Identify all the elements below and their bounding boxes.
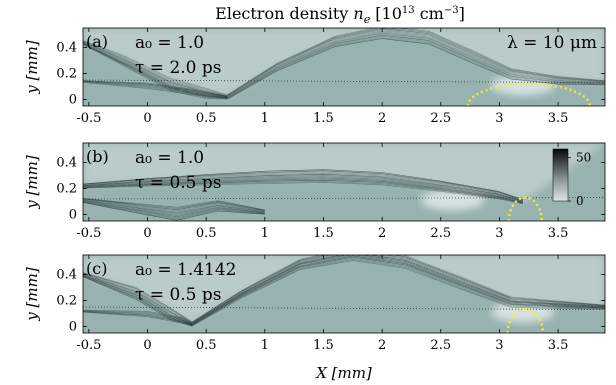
x-tick-label: 0.5 [196, 226, 217, 241]
y-tick-label: 0.2 [56, 67, 77, 82]
x-tick-label: 1 [261, 226, 269, 241]
x-tick-label: 2.5 [430, 226, 451, 241]
y-axis-label: y [mm] [23, 267, 41, 322]
parameter-annotation: a₀ = 1.0 [135, 148, 204, 168]
x-tick-label: 2 [378, 111, 386, 126]
colorbar-tick-label: 50 [576, 151, 591, 165]
x-tick-label: 3 [495, 111, 503, 126]
colorbar-tick-label: 0 [576, 194, 584, 208]
parameter-annotation: τ = 2.0 ps [135, 58, 222, 78]
x-tick-label: 3.5 [548, 111, 569, 126]
y-tick-label: 0.4 [56, 41, 77, 56]
x-tick-label: 0 [143, 338, 151, 353]
x-tick-label: 0 [143, 226, 151, 241]
x-tick-label: 1 [261, 111, 269, 126]
y-tick-label: 0.2 [56, 182, 77, 197]
x-tick-label: -0.5 [76, 226, 101, 241]
density-panel: -0.5 0 0.5 1 1.5 2 2.5 3 3.5 0 0.2 0.4 y [mm] (b) a₀ =… [23, 143, 605, 241]
x-tick-label: 2.5 [430, 111, 451, 126]
y-tick-label: 0 [69, 208, 77, 223]
x-tick-label: 1 [261, 338, 269, 353]
panel-tag: (a) [86, 32, 108, 51]
x-tick-label: 0 [143, 111, 151, 126]
x-tick-label: 2 [378, 338, 386, 353]
y-axis-label: y [mm] [23, 40, 41, 95]
y-tick-label: 0 [69, 320, 77, 335]
y-tick-label: 0.2 [56, 294, 77, 309]
x-tick-label: 2.5 [430, 338, 451, 353]
x-tick-label: 0.5 [196, 338, 217, 353]
x-tick-label: 2 [378, 226, 386, 241]
parameter-annotation: a₀ = 1.4142 [135, 260, 237, 280]
parameter-annotation: a₀ = 1.0 [135, 33, 204, 53]
figure-title: Electron density ne [1013 cm−3] [215, 4, 465, 26]
x-tick-label: -0.5 [76, 338, 101, 353]
x-tick-label: 3.5 [548, 226, 569, 241]
density-panel: -0.5 0 0.5 1 1.5 2 2.5 3 3.5 0 0.2 0.4 y [mm] (a) a₀ =… [23, 26, 605, 126]
y-tick-label: 0.4 [56, 268, 77, 283]
parameter-annotation: τ = 0.5 ps [135, 173, 222, 193]
x-tick-label: 0.5 [196, 111, 217, 126]
x-tick-label: 1.5 [313, 111, 334, 126]
y-tick-label: 0 [69, 93, 77, 108]
x-tick-label: 1.5 [313, 338, 334, 353]
x-axis-label: X [mm] [315, 364, 372, 382]
panel-tag: (c) [86, 259, 107, 278]
x-tick-label: 3 [495, 338, 503, 353]
parameter-annotation: λ = 10 μm [507, 33, 597, 53]
x-tick-label: 3 [495, 226, 503, 241]
y-axis-label: y [mm] [23, 155, 41, 210]
parameter-annotation: τ = 0.5 ps [135, 285, 222, 305]
x-tick-label: 3.5 [548, 338, 569, 353]
density-panel: -0.5 0 0.5 1 1.5 2 2.5 3 3.5 0 0.2 0.4 y [mm] (c) a₀ =… [23, 248, 605, 353]
x-tick-label: -0.5 [76, 111, 101, 126]
y-tick-label: 0.4 [56, 156, 77, 171]
panel-tag: (b) [86, 147, 109, 166]
x-tick-label: 1.5 [313, 226, 334, 241]
